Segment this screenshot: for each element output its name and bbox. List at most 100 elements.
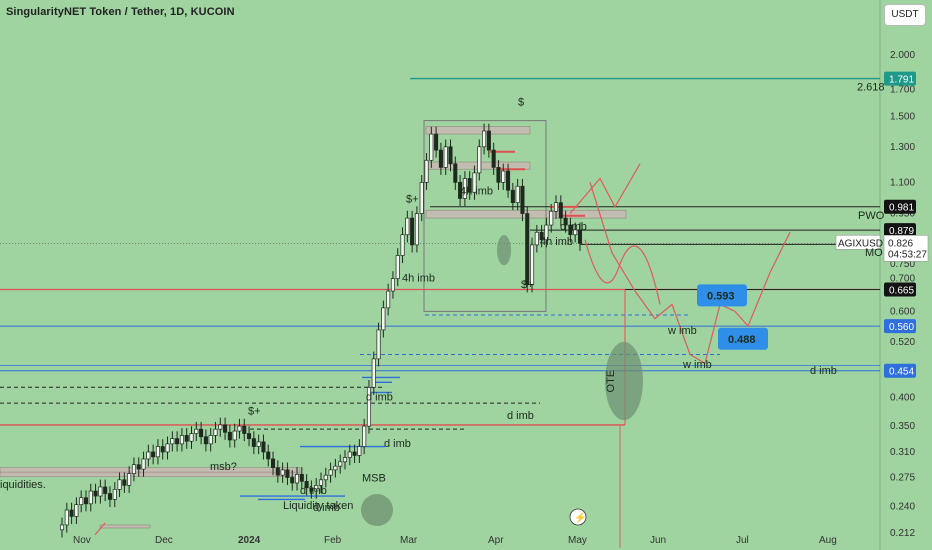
- candle[interactable]: [386, 290, 391, 309]
- candle[interactable]: [328, 469, 333, 476]
- candle[interactable]: [112, 489, 117, 500]
- candle[interactable]: [467, 178, 472, 193]
- candle[interactable]: [88, 490, 93, 505]
- candle[interactable]: [318, 479, 324, 486]
- candle[interactable]: [323, 474, 328, 481]
- candle[interactable]: [227, 431, 232, 441]
- candle[interactable]: [390, 278, 395, 292]
- candle[interactable]: [506, 170, 511, 191]
- candle[interactable]: [251, 438, 256, 447]
- candle[interactable]: [376, 329, 381, 360]
- candle[interactable]: [194, 428, 199, 434]
- candle[interactable]: [223, 424, 228, 433]
- candle[interactable]: [395, 255, 400, 279]
- candle[interactable]: [553, 202, 559, 212]
- candle[interactable]: [151, 451, 156, 458]
- candle[interactable]: [218, 424, 223, 430]
- candle[interactable]: [462, 178, 467, 199]
- candle[interactable]: [175, 438, 180, 445]
- candle[interactable]: [160, 446, 165, 453]
- candle[interactable]: [122, 479, 127, 486]
- candle[interactable]: [568, 224, 573, 236]
- candle[interactable]: [501, 170, 506, 183]
- candle[interactable]: [127, 473, 132, 486]
- candle[interactable]: [242, 425, 247, 434]
- candle[interactable]: [534, 231, 539, 246]
- candle[interactable]: [539, 231, 544, 241]
- candle[interactable]: [472, 172, 477, 193]
- candle[interactable]: [247, 433, 252, 439]
- candle[interactable]: [342, 457, 348, 463]
- candle[interactable]: [203, 436, 208, 445]
- flash-icon[interactable]: [569, 508, 587, 526]
- candle[interactable]: [434, 133, 439, 151]
- candle[interactable]: [304, 481, 309, 489]
- candle[interactable]: [371, 358, 376, 388]
- candle[interactable]: [400, 234, 405, 256]
- candle[interactable]: [510, 189, 515, 203]
- candle[interactable]: [299, 474, 304, 482]
- candle[interactable]: [525, 213, 530, 286]
- candle[interactable]: [549, 210, 554, 226]
- candle[interactable]: [184, 435, 189, 442]
- candle[interactable]: [64, 509, 69, 526]
- candle[interactable]: [410, 217, 415, 246]
- candle[interactable]: [453, 163, 458, 183]
- candle[interactable]: [165, 443, 170, 453]
- candle[interactable]: [290, 477, 295, 484]
- candle[interactable]: [352, 451, 357, 456]
- candle[interactable]: [405, 217, 410, 236]
- candle[interactable]: [362, 425, 367, 447]
- candle[interactable]: [103, 486, 108, 494]
- candle[interactable]: [438, 149, 443, 168]
- candle[interactable]: [314, 484, 319, 492]
- candle[interactable]: [155, 446, 160, 458]
- candle[interactable]: [530, 244, 535, 286]
- candle[interactable]: [141, 458, 146, 470]
- candle[interactable]: [458, 181, 463, 199]
- candle[interactable]: [414, 213, 419, 246]
- candle[interactable]: [83, 497, 89, 505]
- candle[interactable]: [266, 451, 271, 460]
- candle[interactable]: [544, 224, 549, 241]
- candle[interactable]: [294, 474, 300, 484]
- candle[interactable]: [79, 497, 84, 506]
- candle[interactable]: [515, 185, 520, 203]
- candle[interactable]: [357, 446, 362, 456]
- candle[interactable]: [237, 425, 242, 432]
- candle[interactable]: [285, 469, 290, 478]
- candle[interactable]: [520, 185, 525, 214]
- candle[interactable]: [577, 229, 583, 244]
- candle[interactable]: [208, 435, 213, 445]
- candle[interactable]: [256, 441, 261, 447]
- candle[interactable]: [333, 465, 338, 471]
- candle[interactable]: [275, 467, 280, 476]
- candle[interactable]: [271, 458, 276, 468]
- candle[interactable]: [496, 167, 501, 183]
- candle[interactable]: [98, 486, 103, 497]
- currency-button[interactable]: USDT: [884, 4, 926, 26]
- candle[interactable]: [486, 130, 491, 151]
- candle[interactable]: [232, 430, 237, 441]
- candle[interactable]: [261, 441, 266, 453]
- candle[interactable]: [477, 146, 482, 174]
- candle[interactable]: [170, 438, 175, 445]
- candle[interactable]: [573, 229, 578, 236]
- candle[interactable]: [179, 435, 184, 445]
- candle[interactable]: [93, 490, 98, 497]
- candle[interactable]: [117, 479, 122, 490]
- candle[interactable]: [381, 307, 386, 331]
- candle[interactable]: [347, 451, 352, 458]
- candle[interactable]: [491, 149, 496, 168]
- candle[interactable]: [482, 130, 487, 148]
- candle[interactable]: [213, 428, 218, 436]
- candle[interactable]: [189, 433, 194, 442]
- candle[interactable]: [199, 428, 204, 438]
- candle[interactable]: [280, 469, 285, 476]
- candle[interactable]: [69, 509, 74, 517]
- candle[interactable]: [366, 386, 371, 427]
- candle[interactable]: [131, 464, 136, 474]
- candle[interactable]: [309, 487, 314, 492]
- candle[interactable]: [136, 464, 141, 470]
